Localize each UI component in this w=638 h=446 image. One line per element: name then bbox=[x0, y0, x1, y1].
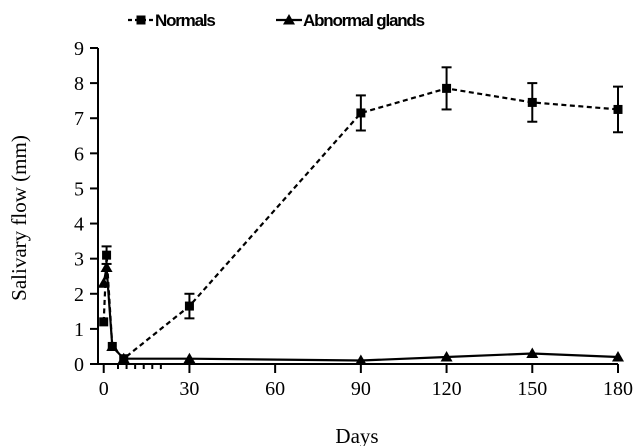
series-0 bbox=[99, 66, 623, 364]
series-1-point-6 bbox=[440, 350, 453, 362]
series-1 bbox=[97, 261, 624, 365]
x-axis-label: Days bbox=[335, 424, 378, 446]
series-1-point-4 bbox=[183, 352, 196, 364]
series-0-point-1 bbox=[102, 250, 112, 260]
series-1-point-1 bbox=[100, 261, 113, 272]
x-tick-label-180: 180 bbox=[603, 378, 633, 400]
y-tick-label-4: 4 bbox=[74, 214, 84, 236]
y-tick-label-0: 0 bbox=[74, 354, 84, 376]
y-tick-label-1: 1 bbox=[74, 319, 84, 341]
y-tick-label-7: 7 bbox=[74, 108, 84, 130]
y-tick-label-8: 8 bbox=[74, 73, 84, 95]
series-1-point-5 bbox=[354, 354, 367, 365]
series-1-point-7 bbox=[526, 347, 539, 358]
y-tick-label-6: 6 bbox=[74, 143, 84, 165]
series-0-point-4 bbox=[184, 301, 194, 311]
x-tick-label-90: 90 bbox=[351, 378, 371, 400]
legend-label-1: Abnormal glands bbox=[303, 11, 425, 30]
series-0-point-8 bbox=[613, 104, 623, 114]
series-1-point-0 bbox=[97, 277, 110, 288]
series-0-point-0 bbox=[99, 317, 109, 327]
legend-marker-1 bbox=[283, 14, 295, 25]
series-1-point-8 bbox=[612, 350, 624, 362]
series-1-point-2 bbox=[106, 340, 119, 351]
legend: Normals Abnormal glands bbox=[128, 11, 426, 30]
x-tick-label-30: 30 bbox=[179, 378, 199, 400]
x-tick-label-150: 150 bbox=[517, 378, 547, 400]
series-layer bbox=[97, 66, 624, 365]
legend-item-0: Normals bbox=[128, 11, 217, 30]
y-tick-label-9: 9 bbox=[74, 38, 84, 60]
x-tick-label-0: 0 bbox=[99, 378, 109, 400]
legend-label-0: Normals bbox=[155, 11, 215, 30]
y-tick-label-2: 2 bbox=[74, 284, 84, 306]
series-0-point-7 bbox=[527, 97, 537, 107]
x-tick-label-120: 120 bbox=[432, 378, 462, 400]
legend-item-1: Abnormal glands bbox=[276, 11, 426, 30]
x-tick-label-60: 60 bbox=[265, 378, 285, 400]
legend-marker-0 bbox=[136, 15, 146, 25]
y-tick-label-3: 3 bbox=[74, 249, 84, 271]
series-0-point-5 bbox=[356, 108, 366, 118]
y-axis-label: Salivary flow (mm) bbox=[7, 135, 31, 301]
series-1-point-3 bbox=[117, 352, 130, 364]
y-tick-label-5: 5 bbox=[74, 178, 84, 200]
series-0-point-6 bbox=[442, 83, 452, 93]
